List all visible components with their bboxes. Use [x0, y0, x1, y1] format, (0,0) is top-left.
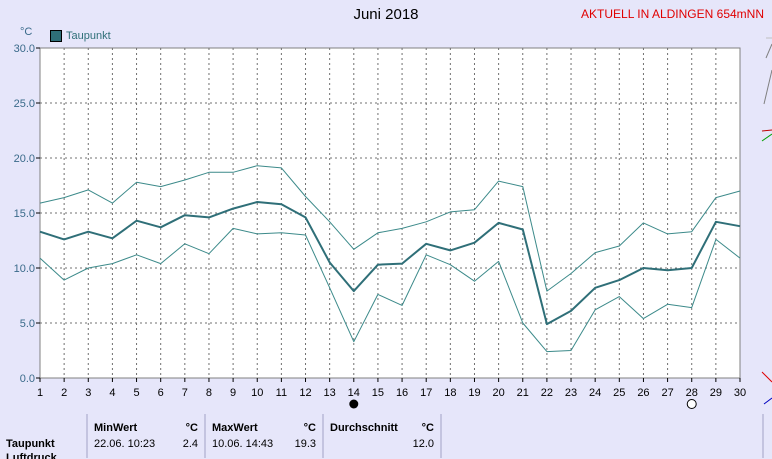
x-tick-label: 13: [324, 387, 336, 399]
x-tick-label: 27: [661, 387, 673, 399]
min-when: 22.06. 10:23: [94, 438, 156, 450]
x-tick-label: 10: [251, 387, 263, 399]
statistics-table: Taupunkt Luftdruck MinWert °C 22.06. 10:…: [0, 414, 772, 459]
avg-value: 12.0: [412, 438, 434, 450]
y-tick-label: 5.0: [20, 318, 35, 330]
x-tick-label: 6: [158, 387, 164, 399]
y-tick-labels: 0.0 5.0 10.0 15.0 20.0 25.0 30.0: [14, 43, 35, 385]
y-unit-label: °C: [20, 26, 33, 38]
new-moon-marker: [349, 399, 359, 409]
full-moon-marker: [686, 399, 697, 409]
series-line-lower: [39, 227, 741, 353]
x-tick-label: 18: [444, 387, 456, 399]
stats-empty-cell: [442, 414, 764, 458]
x-tick-label: 7: [182, 387, 188, 399]
series-line-mean: [39, 201, 741, 326]
dewpoint-chart: 0.05.010.015.020.025.030.0 1 2 3 4 5 6 7 8 9 10 11…: [14, 37, 772, 409]
x-tick-label: 17: [420, 387, 432, 399]
x-tick-label: 25: [613, 387, 625, 399]
stats-row-label-next: Luftdruck: [6, 453, 57, 459]
x-tick-label: 29: [710, 387, 722, 399]
x-tick-label: 14: [348, 387, 360, 399]
max-unit: °C: [303, 422, 316, 434]
min-header: MinWert: [94, 422, 138, 434]
x-tick-labels: 1 2 3 4 5 6 7 8 9 10 11 12 13 14 15 16 17 18 19 20 21 22 23 24 2…: [37, 387, 746, 399]
x-tick-label: 22: [541, 387, 553, 399]
live-location-label: AKTUELL IN ALDINGEN 654mNN: [581, 7, 764, 21]
x-tick-label: 12: [299, 387, 311, 399]
min-value: 2.4: [182, 438, 198, 450]
stats-label-cell: Taupunkt Luftdruck: [0, 414, 88, 459]
legend-label: Taupunkt: [66, 30, 111, 42]
stats-min-cell: MinWert °C 22.06. 10:23 2.4: [88, 414, 206, 458]
max-header: MaxWert: [212, 422, 258, 434]
x-tick-label: 19: [468, 387, 480, 399]
x-tick-label: 4: [109, 387, 115, 399]
stats-row-label: Taupunkt: [6, 438, 55, 450]
y-tick-label: 30.0: [14, 43, 35, 55]
max-value: 19.3: [294, 438, 316, 450]
x-tick-label: 26: [637, 387, 649, 399]
x-tick-label: 9: [230, 387, 236, 399]
legend-swatch: [50, 30, 62, 42]
y-tick-label: 25.0: [14, 98, 35, 110]
x-tick-label: 5: [133, 387, 139, 399]
legend: Taupunkt: [50, 30, 111, 42]
x-tick-label: 2: [61, 387, 67, 399]
y-tick-label: 20.0: [14, 153, 35, 165]
series-lines: [39, 165, 741, 353]
min-unit: °C: [185, 422, 198, 434]
series-line-upper: [39, 165, 741, 292]
x-tick-label: 1: [37, 387, 43, 399]
x-tick-label: 30: [734, 387, 746, 399]
moon-markers: [349, 399, 697, 409]
x-tick-label: 16: [396, 387, 408, 399]
avg-unit: °C: [421, 422, 434, 434]
x-tick-label: 23: [565, 387, 577, 399]
x-tick-label: 24: [589, 387, 601, 399]
x-tick-label: 21: [517, 387, 529, 399]
right-edge-fragments: [761, 37, 772, 405]
x-tick-label: 15: [372, 387, 384, 399]
x-tick-label: 28: [686, 387, 698, 399]
chart-title: Juni 2018: [353, 6, 419, 23]
x-tick-label: 20: [492, 387, 504, 399]
grid-lines: [36, 47, 741, 382]
y-tick-label: 10.0: [14, 263, 35, 275]
stats-avg-cell: Durchschnitt °C 12.0: [324, 414, 442, 458]
y-tick-label: 0.0: [20, 373, 35, 385]
y-tick-label: 15.0: [14, 208, 35, 220]
x-tick-label: 11: [276, 387, 287, 399]
stats-max-cell: MaxWert °C 10.06. 14:43 19.3: [206, 414, 324, 458]
avg-header: Durchschnitt: [330, 422, 398, 434]
x-tick-label: 3: [85, 387, 91, 399]
x-tick-label: 8: [206, 387, 212, 399]
max-when: 10.06. 14:43: [212, 438, 274, 450]
